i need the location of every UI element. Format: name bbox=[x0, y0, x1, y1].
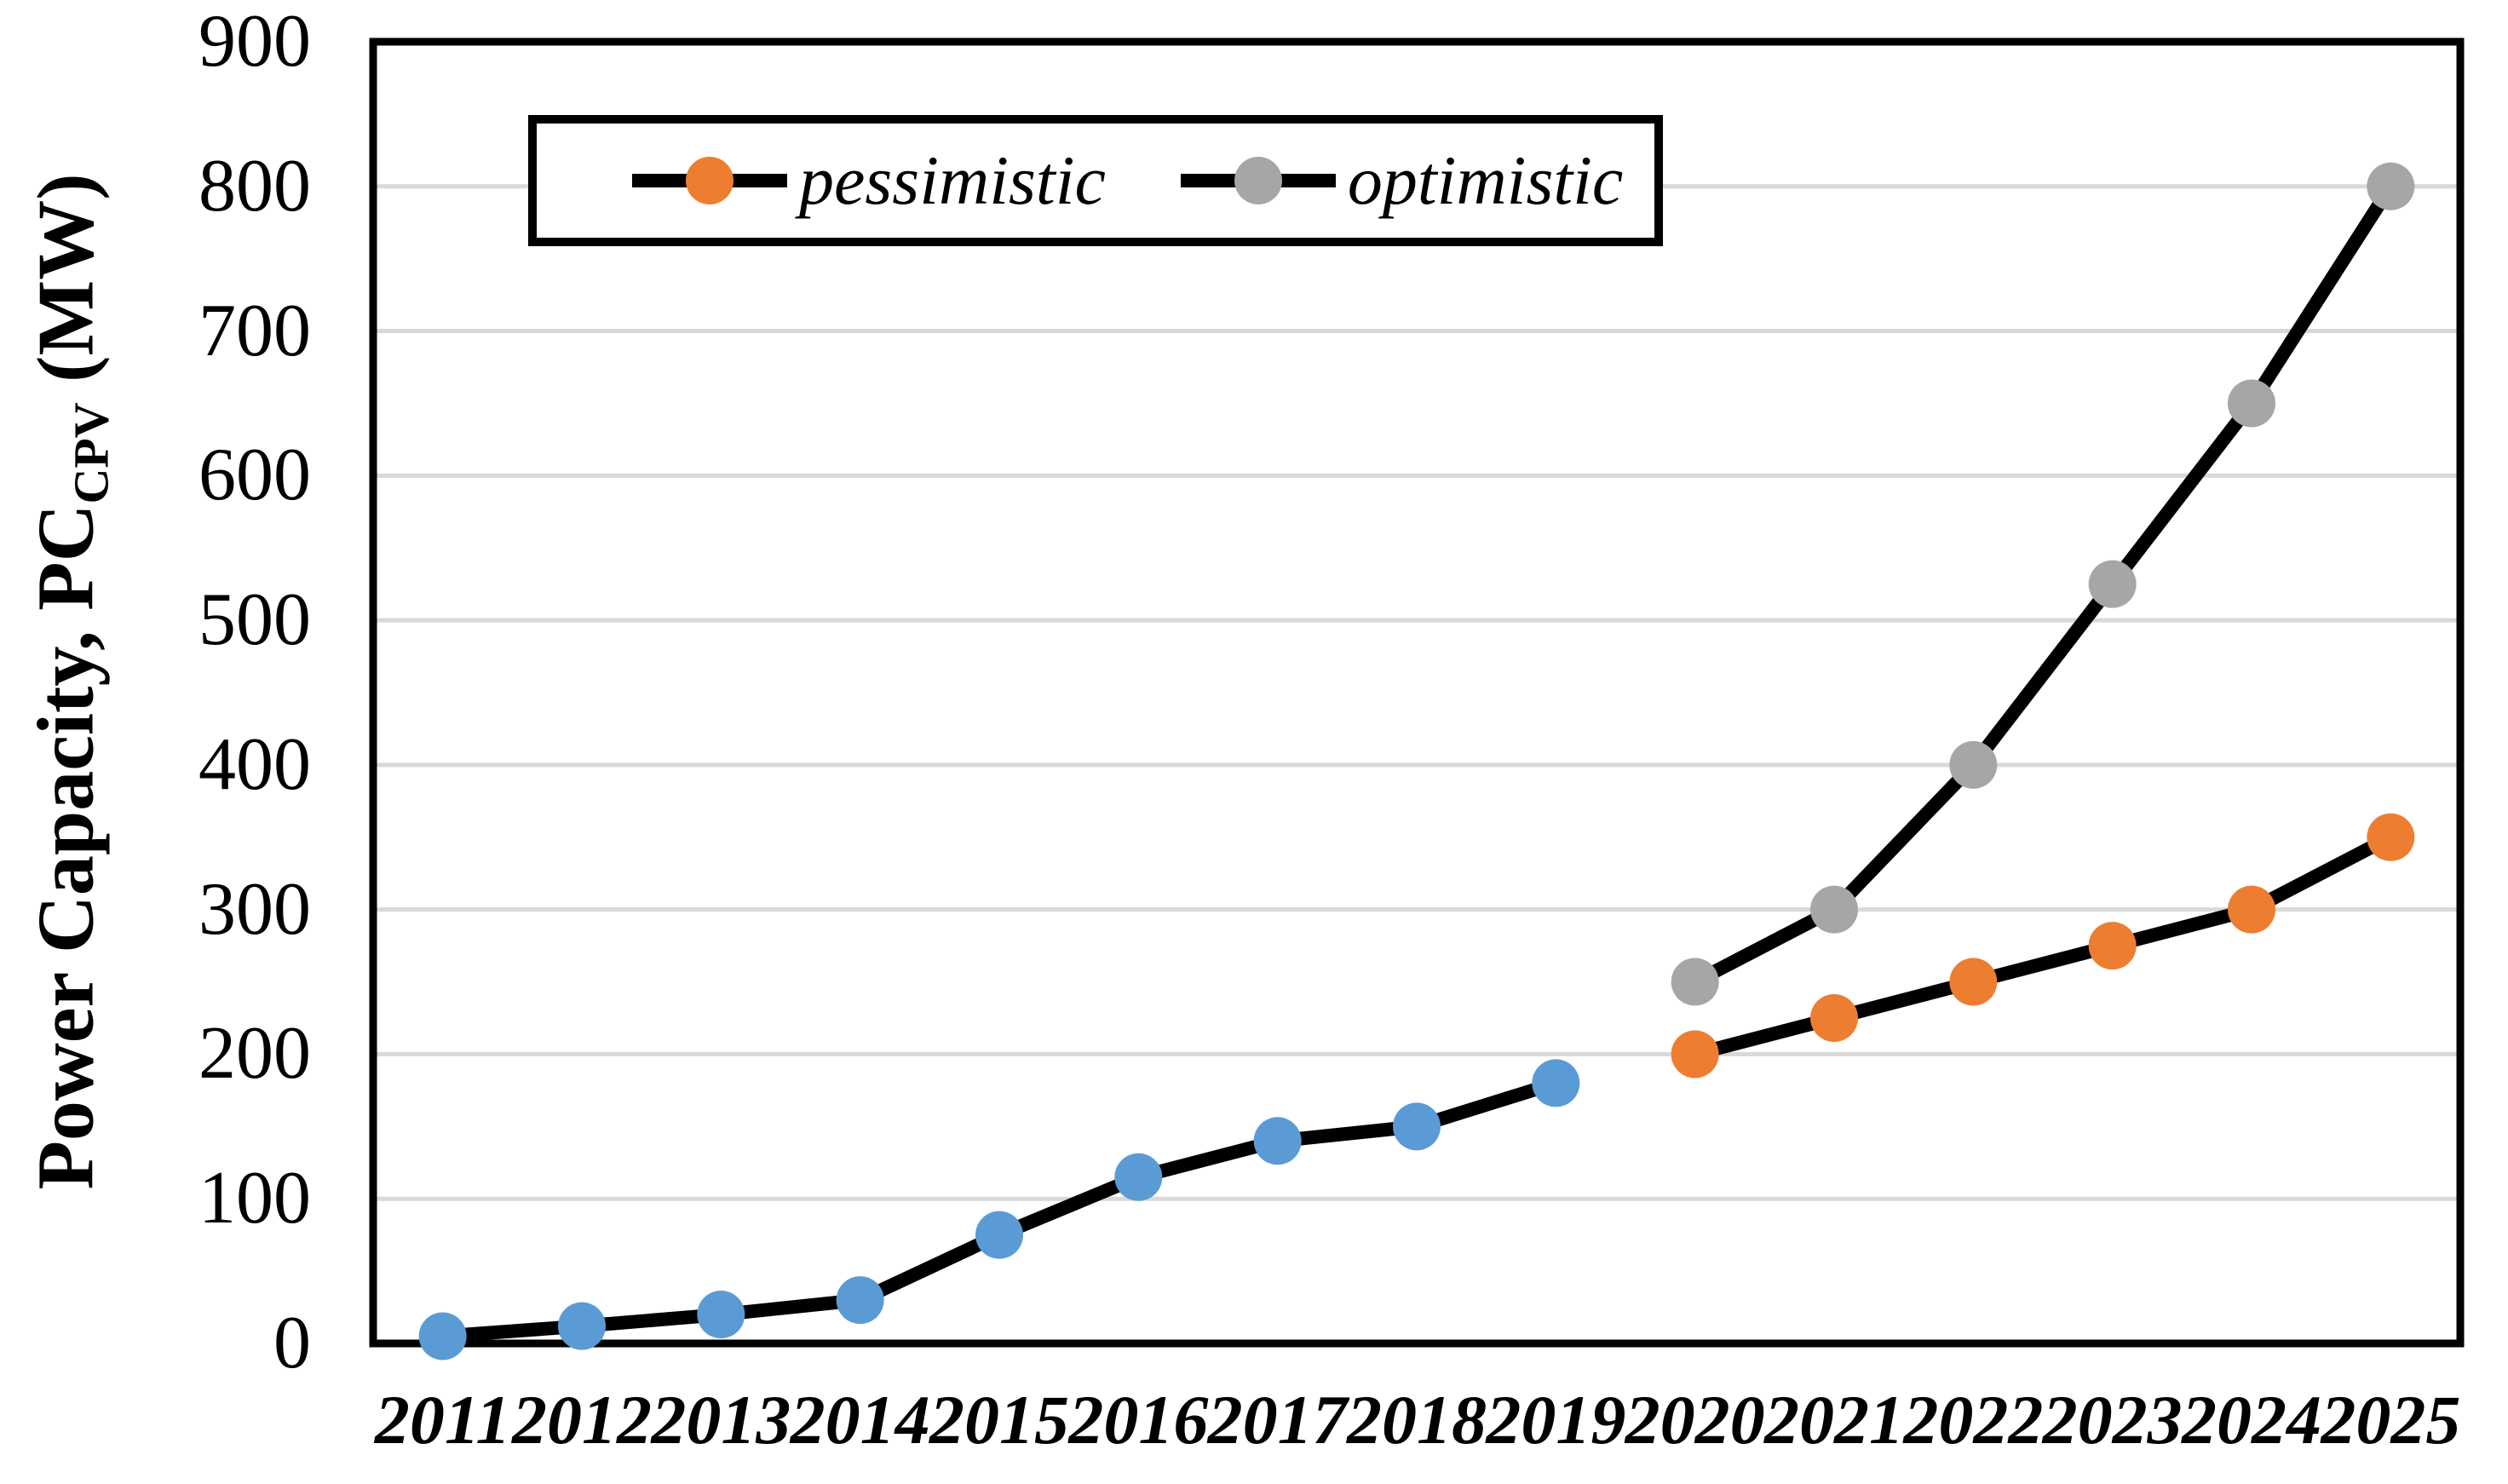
y-tick-label-700: 700 bbox=[198, 289, 311, 372]
y-tick-label-200: 200 bbox=[198, 1012, 311, 1096]
data-point-pessimistic-2023 bbox=[2088, 922, 2137, 970]
x-tick-label-2014: 2014 bbox=[790, 1381, 930, 1458]
x-tick-label-2013: 2013 bbox=[651, 1381, 791, 1458]
data-point-pessimistic-2020 bbox=[1671, 1030, 1719, 1078]
data-point-optimistic-2021 bbox=[1810, 885, 1858, 934]
x-tick-label-2018: 2018 bbox=[1347, 1381, 1487, 1458]
data-point-pessimistic-2021 bbox=[1810, 994, 1858, 1042]
data-point-historical-2019 bbox=[1532, 1059, 1580, 1107]
x-tick-label-2022: 2022 bbox=[1903, 1381, 2044, 1458]
data-point-historical-2013 bbox=[697, 1291, 745, 1339]
legend-label-optimistic: optimistic bbox=[1347, 141, 1624, 219]
legend-item-pessimistic: pessimistic bbox=[632, 141, 1106, 221]
data-point-historical-2014 bbox=[836, 1276, 884, 1325]
data-point-historical-2016 bbox=[1114, 1153, 1163, 1201]
y-tick-label-900: 900 bbox=[198, 0, 311, 83]
plot-frame bbox=[369, 37, 2465, 1348]
y-tick-label-400: 400 bbox=[198, 722, 311, 806]
series-line-optimistic bbox=[1691, 182, 2397, 988]
series-line-pessimistic bbox=[1693, 831, 2395, 1061]
optimistic-dot-icon bbox=[1234, 157, 1282, 204]
data-point-historical-2018 bbox=[1393, 1102, 1441, 1151]
x-tick-label-2015: 2015 bbox=[929, 1381, 1069, 1458]
y-tick-label-500: 500 bbox=[198, 578, 311, 662]
x-tick-label-2020: 2020 bbox=[1625, 1381, 1765, 1458]
optimistic-marker-icon bbox=[1180, 155, 1336, 206]
data-point-optimistic-2024 bbox=[2228, 379, 2275, 428]
x-tick-label-2019: 2019 bbox=[1486, 1381, 1626, 1458]
data-point-historical-2012 bbox=[558, 1302, 606, 1350]
pessimistic-marker-icon bbox=[632, 155, 787, 206]
series-line-historical bbox=[442, 1076, 1558, 1343]
legend-label-pessimistic: pessimistic bbox=[799, 141, 1106, 219]
x-tick-label-2025: 2025 bbox=[2321, 1381, 2461, 1458]
y-tick-label-100: 100 bbox=[198, 1157, 311, 1240]
data-point-pessimistic-2025 bbox=[2367, 813, 2415, 861]
data-point-pessimistic-2024 bbox=[2228, 885, 2275, 934]
y-tick-label-600: 600 bbox=[198, 434, 311, 517]
x-tick-label-2021: 2021 bbox=[1764, 1381, 1904, 1458]
data-point-historical-2015 bbox=[975, 1211, 1023, 1259]
data-point-historical-2011 bbox=[418, 1312, 467, 1360]
x-tick-label-2023: 2023 bbox=[2042, 1381, 2183, 1458]
x-tick-label-2016: 2016 bbox=[1068, 1381, 1209, 1458]
data-point-pessimistic-2022 bbox=[1949, 958, 1998, 1006]
legend: pessimistic optimistic bbox=[528, 115, 1663, 246]
pessimistic-dot-icon bbox=[686, 157, 733, 204]
data-point-optimistic-2020 bbox=[1671, 958, 1719, 1006]
y-tick-label-800: 800 bbox=[198, 144, 311, 227]
x-tick-label-2017: 2017 bbox=[1207, 1381, 1348, 1458]
x-tick-label-2024: 2024 bbox=[2182, 1381, 2321, 1458]
data-point-historical-2017 bbox=[1253, 1117, 1302, 1165]
y-tick-label-0: 0 bbox=[273, 1302, 311, 1384]
legend-item-optimistic: optimistic bbox=[1180, 141, 1624, 221]
x-tick-label-2011: 2011 bbox=[374, 1381, 511, 1458]
data-point-optimistic-2022 bbox=[1949, 740, 1998, 789]
data-point-optimistic-2023 bbox=[2088, 560, 2137, 608]
data-point-optimistic-2025 bbox=[2367, 162, 2415, 210]
x-tick-label-2012: 2012 bbox=[512, 1381, 652, 1458]
y-tick-label-300: 300 bbox=[198, 867, 311, 951]
